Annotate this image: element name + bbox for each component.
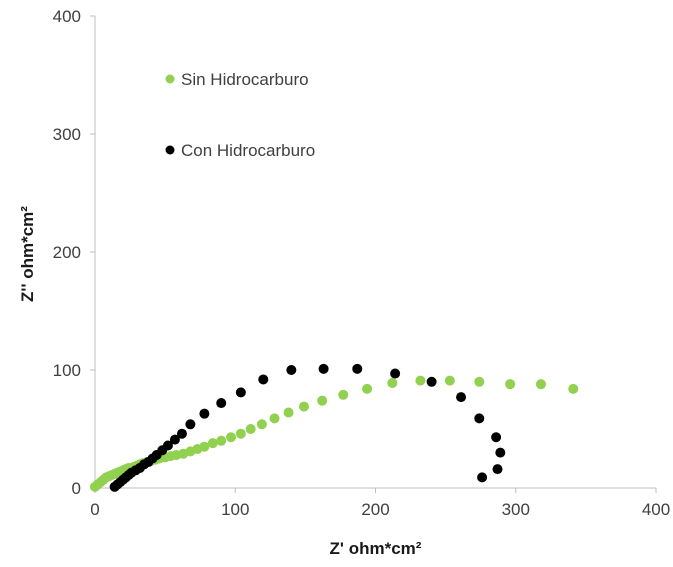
y-tick-label: 200: [53, 243, 81, 262]
data-point-sin-hidrocarburo: [216, 435, 227, 446]
data-point-con-hidrocarburo: [426, 376, 437, 387]
x-tick-label: 0: [90, 500, 99, 519]
x-tick-label: 400: [642, 500, 670, 519]
data-point-con-hidrocarburo: [185, 419, 196, 430]
data-point-con-hidrocarburo: [258, 374, 269, 385]
data-point-con-hidrocarburo: [491, 432, 502, 443]
y-tick-label: 300: [53, 125, 81, 144]
data-point-sin-hidrocarburo: [245, 424, 256, 434]
data-point-con-hidrocarburo: [352, 363, 363, 374]
data-point-sin-hidrocarburo: [226, 432, 237, 443]
legend-marker-sin-hidrocarburo: [165, 74, 175, 84]
legend-label-sin-hidrocarburo: Sin Hidrocarburo: [181, 70, 309, 89]
data-point-sin-hidrocarburo: [317, 395, 328, 406]
data-point-con-hidrocarburo: [318, 363, 329, 374]
ticks: 0 100 200 300 400 0 100 200 300 400: [53, 7, 671, 519]
data-point-sin-hidrocarburo: [298, 401, 309, 412]
series-con-hidrocarburo: [109, 363, 506, 492]
x-axis-title: Z' ohm*cm²: [330, 539, 422, 558]
data-point-sin-hidrocarburo: [199, 441, 210, 452]
data-point-sin-hidrocarburo: [235, 428, 246, 439]
data-point-con-hidrocarburo: [456, 392, 467, 403]
axes: [94, 16, 656, 489]
data-point-con-hidrocarburo: [477, 472, 488, 483]
data-point-sin-hidrocarburo: [568, 383, 579, 394]
data-point-con-hidrocarburo: [474, 413, 485, 424]
x-tick-label: 200: [361, 500, 389, 519]
y-tick-label: 100: [53, 361, 81, 380]
data-point-con-hidrocarburo: [169, 434, 180, 445]
data-point-sin-hidrocarburo: [283, 407, 294, 418]
legend: Sin Hidrocarburo Con Hidrocarburo: [165, 70, 315, 160]
data-point-con-hidrocarburo: [176, 428, 187, 439]
data-point-sin-hidrocarburo: [338, 389, 349, 400]
data-point-sin-hidrocarburo: [269, 413, 280, 424]
y-axis-title: Z'' ohm*cm²: [18, 206, 37, 302]
y-tick-label: 400: [53, 7, 81, 26]
data-point-con-hidrocarburo: [162, 440, 173, 451]
data-point-con-hidrocarburo: [390, 368, 401, 379]
x-tick-label: 100: [221, 500, 249, 519]
data-point-sin-hidrocarburo: [505, 379, 516, 390]
series-sin-hidrocarburo: [90, 375, 579, 492]
data-point-sin-hidrocarburo: [256, 419, 267, 430]
data-point-con-hidrocarburo: [492, 464, 503, 475]
data-point-sin-hidrocarburo: [415, 375, 426, 386]
series: [90, 363, 579, 492]
data-point-con-hidrocarburo: [235, 387, 246, 398]
y-tick-label: 0: [72, 479, 81, 498]
data-point-sin-hidrocarburo: [444, 375, 455, 386]
data-point-sin-hidrocarburo: [474, 376, 485, 387]
legend-marker-con-hidrocarburo: [165, 145, 175, 155]
data-point-con-hidrocarburo: [495, 447, 506, 458]
data-point-con-hidrocarburo: [199, 408, 210, 419]
data-point-sin-hidrocarburo: [362, 383, 373, 394]
data-point-sin-hidrocarburo: [207, 438, 218, 449]
data-point-con-hidrocarburo: [216, 398, 227, 409]
data-point-sin-hidrocarburo: [535, 379, 546, 390]
data-point-con-hidrocarburo: [286, 365, 297, 375]
x-tick-label: 300: [502, 500, 530, 519]
data-point-sin-hidrocarburo: [387, 377, 398, 388]
legend-label-con-hidrocarburo: Con Hidrocarburo: [181, 141, 315, 160]
